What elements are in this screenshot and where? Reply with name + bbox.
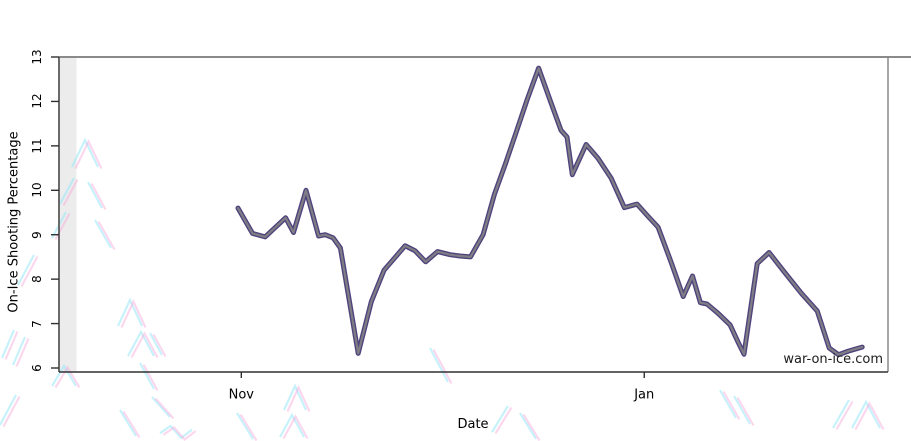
watermark-mark-icon [59, 177, 75, 205]
x-axis-title: Date [457, 417, 489, 432]
watermark-mark-icon [87, 181, 103, 209]
watermark-mark-icon [152, 333, 167, 358]
watermark-mark-icon [122, 410, 141, 439]
watermark-mark-icon [119, 409, 137, 437]
watermark-mark-icon [719, 389, 737, 419]
watermark-mark-icon [97, 220, 116, 251]
watermark-mark-icon [62, 178, 79, 207]
watermark-mark-icon [127, 329, 155, 357]
watermark-mark-icon [11, 336, 27, 366]
watermark-mark-icon [282, 414, 309, 440]
watermark-mark-icon [120, 298, 147, 328]
watermark-mark-icon [239, 413, 258, 441]
watermark-mark-icon [54, 365, 81, 389]
watermark-mark-icon [736, 396, 755, 427]
watermark-mark-icon [15, 338, 30, 367]
watermark-mark-icon [0, 329, 16, 359]
watermark-mark-icon [159, 424, 193, 440]
y-tick-label: 9 [30, 230, 44, 239]
y-tick-label: 11 [30, 138, 44, 154]
watermark-mark-icon [491, 405, 509, 433]
watermark-mark-icon [432, 348, 453, 385]
watermark-mark-icon [722, 390, 741, 421]
y-axis-title: On-Ice Shooting Percentage [6, 131, 22, 313]
watermark-mark-icon [236, 412, 254, 440]
watermark-mark-icon [2, 395, 21, 428]
y-tick-label: 12 [30, 93, 44, 110]
watermark-mark-icon [71, 137, 99, 168]
watermark-mark-icon [4, 331, 19, 360]
watermark-credit-text: war-on-ice.com [783, 352, 883, 367]
watermark-mark-icon [835, 400, 854, 431]
watermark-mark-icon [139, 362, 155, 390]
watermark-mark-icon [130, 331, 159, 359]
y-tick-label: 7 [30, 319, 44, 328]
watermark-mark-icon [94, 219, 112, 249]
watermark-mark-icon [733, 395, 751, 425]
y-tick-label: 10 [30, 182, 44, 198]
watermark-mark-icon [832, 399, 850, 429]
watermark-mark-icon [286, 384, 311, 412]
series-line-outer [235, 65, 865, 358]
watermark-mark-icon [117, 297, 143, 327]
watermark-mark-icon [429, 347, 449, 383]
watermark-mark-icon [162, 426, 197, 441]
left-gray-band [60, 58, 77, 372]
watermark-mark-icon [74, 138, 103, 169]
x-tick-label: Nov [228, 387, 254, 403]
watermark-mark-icon [51, 363, 77, 387]
y-tick-label: 8 [30, 275, 44, 283]
series-line-inner [236, 66, 864, 356]
watermark-mark-icon [17, 254, 35, 286]
watermark-mark-icon [154, 397, 175, 420]
watermark-mark-icon [142, 363, 159, 392]
y-tick-label: 13 [30, 49, 44, 65]
watermark-mark-icon [279, 412, 305, 438]
watermark-mark-icon [494, 406, 513, 435]
watermark-mark-icon [851, 399, 881, 429]
watermark-mark-icon [151, 396, 171, 418]
watermark-mark-icon [519, 412, 537, 440]
watermark-mark-icon [522, 413, 541, 441]
x-tick-label: Jan [634, 387, 655, 403]
watermark-mark-icon [149, 332, 163, 356]
watermark-mark-icon [90, 182, 107, 211]
watermark-mark-icon [0, 394, 17, 426]
watermark-mark-icon [283, 383, 307, 411]
watermark-mark-icon [854, 401, 885, 431]
watermark-mark-icon [20, 255, 39, 288]
y-tick-label: 6 [30, 364, 44, 372]
